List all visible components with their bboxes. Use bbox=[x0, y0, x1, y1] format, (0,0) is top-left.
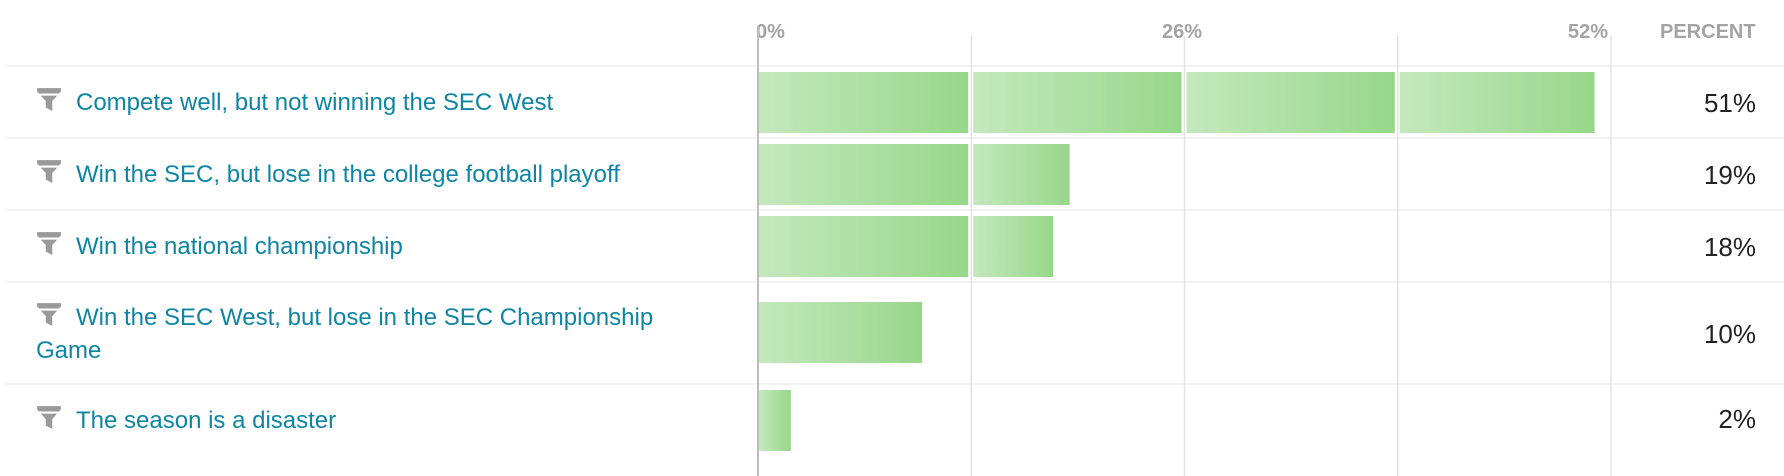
category-label: Win the SEC, but lose in the college foo… bbox=[36, 158, 696, 191]
category-link[interactable]: Compete well, but not winning the SEC We… bbox=[76, 89, 554, 116]
axis-tick-label: 26% bbox=[1162, 21, 1203, 43]
axis-tick-label: 0% bbox=[756, 21, 785, 43]
value-label: 10% bbox=[1703, 319, 1756, 349]
bar-segment bbox=[759, 144, 969, 205]
percent-column-header: PERCENT bbox=[1660, 21, 1756, 43]
filter-icon[interactable] bbox=[36, 231, 62, 257]
filter-icon[interactable] bbox=[36, 87, 62, 113]
axis-tick-label: 52% bbox=[1568, 21, 1609, 43]
category-label: Win the SEC West, but lose in the SEC Ch… bbox=[36, 301, 696, 367]
category-link[interactable]: Win the SEC, but lose in the college foo… bbox=[76, 161, 620, 188]
category-link[interactable]: The season is a disaster bbox=[76, 407, 337, 434]
filter-icon[interactable] bbox=[36, 302, 62, 328]
category-label: Compete well, but not winning the SEC We… bbox=[36, 86, 696, 119]
category-link[interactable]: Win the national championship bbox=[76, 233, 403, 260]
bar-segment bbox=[973, 216, 1054, 277]
category-link[interactable]: Win the SEC West, but lose in the SEC Ch… bbox=[36, 304, 654, 364]
bar-segment bbox=[1186, 72, 1395, 133]
filter-icon[interactable] bbox=[36, 405, 62, 431]
value-label: 2% bbox=[1718, 404, 1756, 434]
category-label: The season is a disaster bbox=[36, 404, 696, 437]
bar-segment bbox=[759, 216, 969, 277]
bar-segment bbox=[759, 302, 923, 363]
value-label: 51% bbox=[1703, 88, 1756, 118]
bar-segment bbox=[1399, 72, 1595, 133]
filter-icon[interactable] bbox=[36, 159, 62, 185]
bar-segment bbox=[759, 72, 969, 133]
bar-segment bbox=[973, 144, 1070, 205]
bar-segment bbox=[759, 390, 791, 451]
value-label: 18% bbox=[1703, 232, 1756, 262]
category-label: Win the national championship bbox=[36, 230, 696, 263]
value-label: 19% bbox=[1703, 160, 1756, 190]
bar-segment bbox=[973, 72, 1182, 133]
